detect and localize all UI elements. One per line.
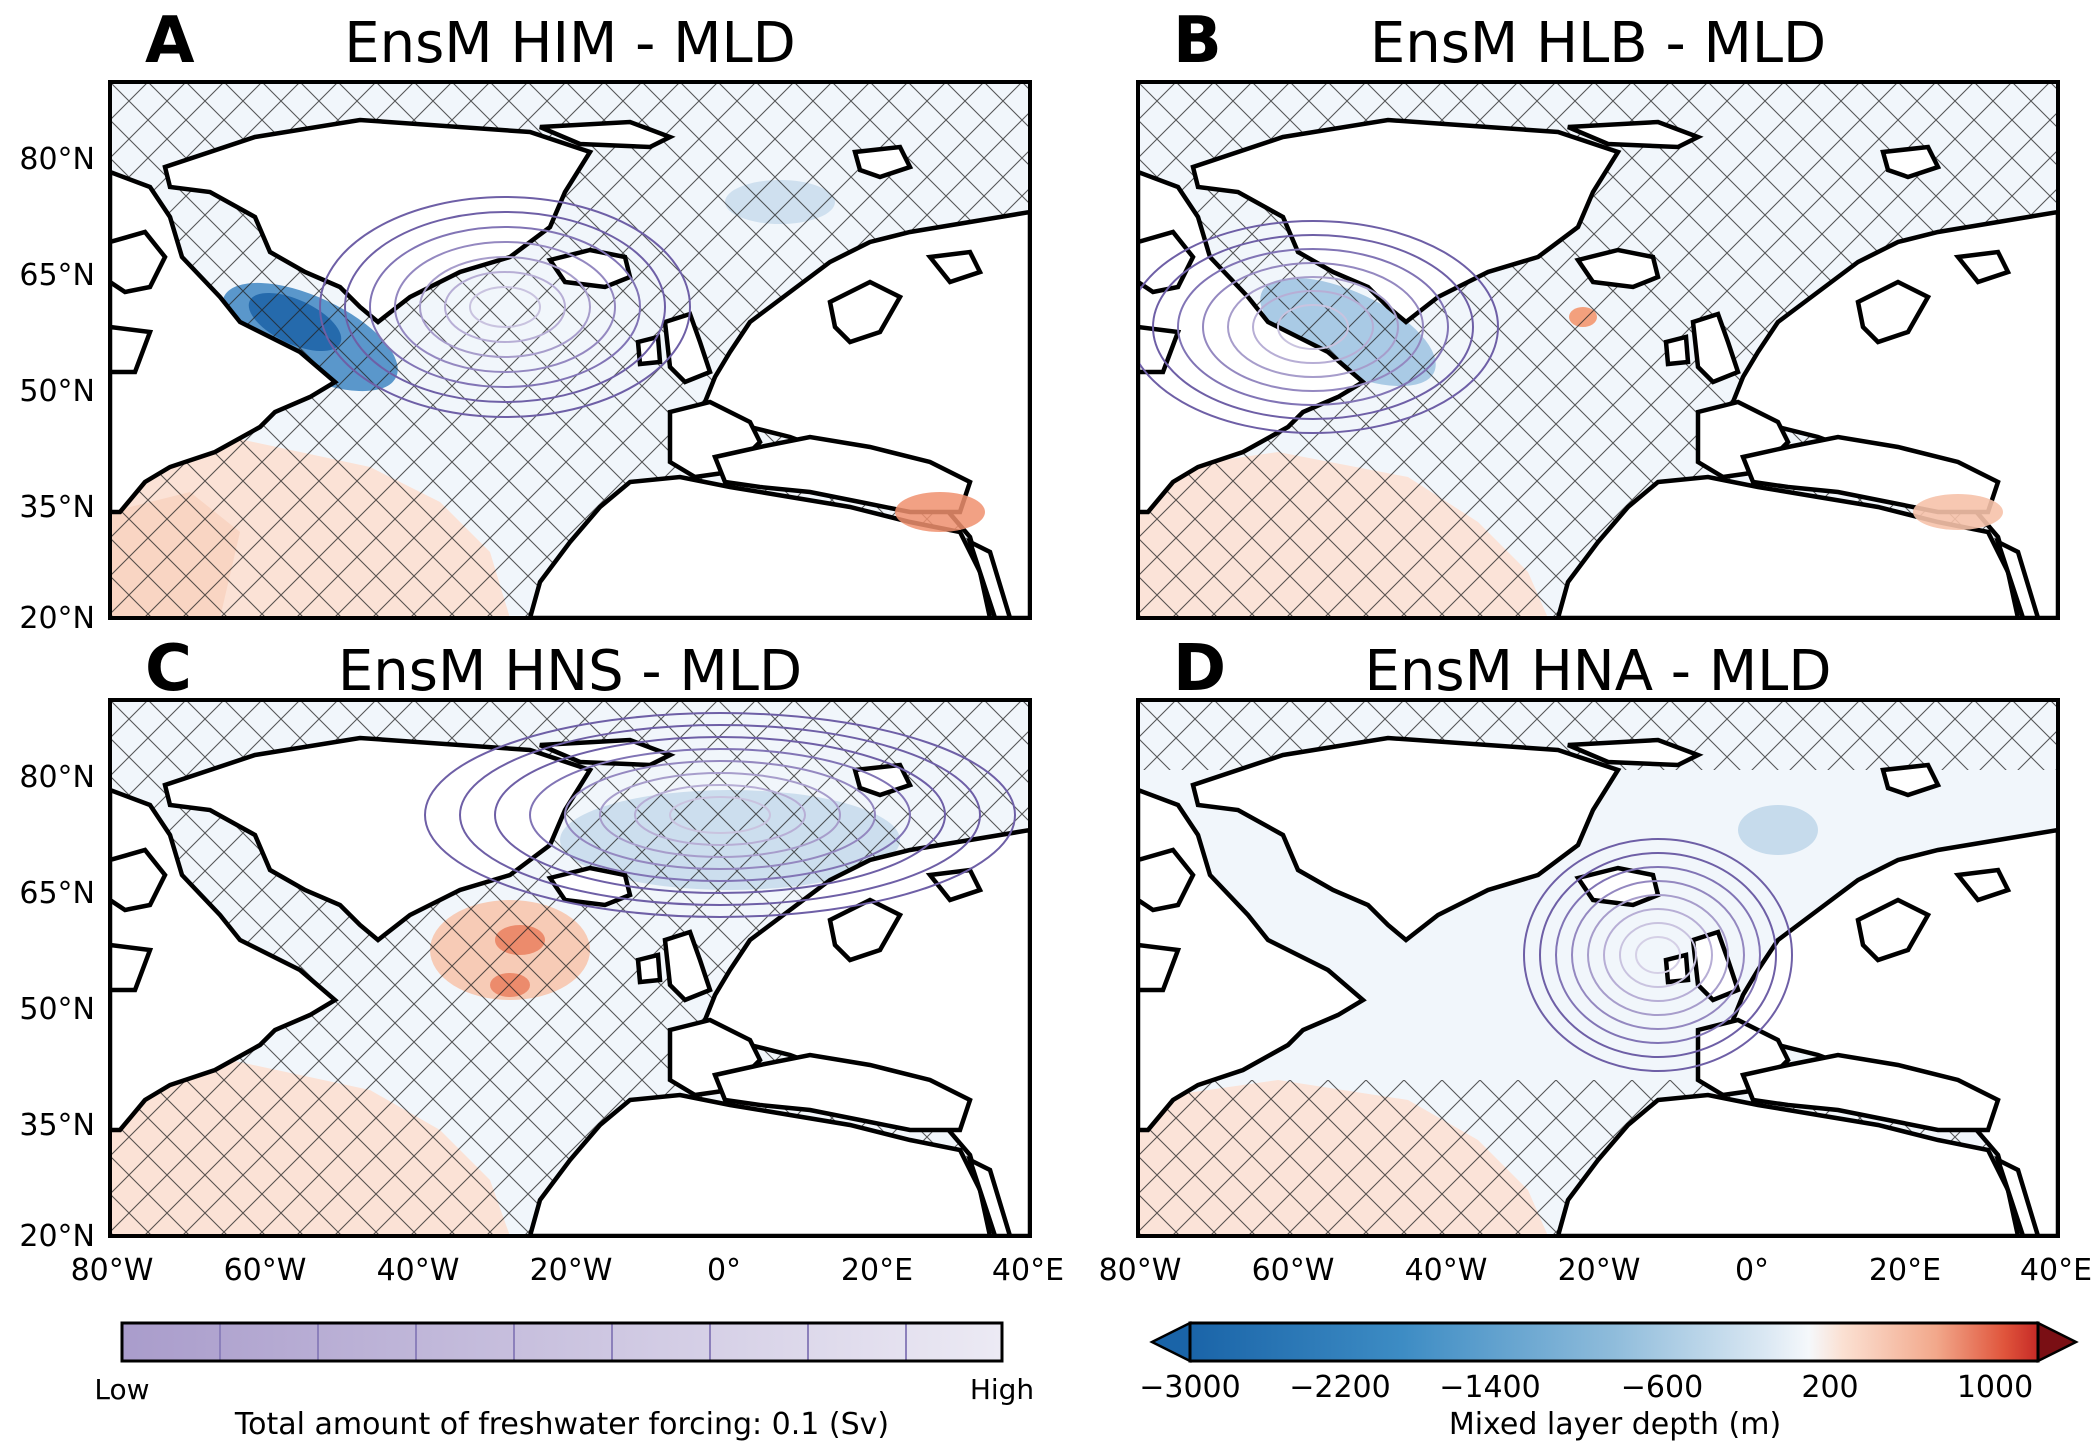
lon-axis-right: 80°W 60°W 40°W 20°W 0° 20°E 40°E [1099, 1253, 2092, 1288]
lon-label-20w-left: 20°W [530, 1253, 613, 1288]
panel-b-med-anomaly [1913, 494, 2003, 530]
panel-a-frame [108, 80, 1032, 620]
lon-label-20w-right: 20°W [1558, 1253, 1641, 1288]
panel-a-letter: A [145, 4, 195, 78]
lat-label-20n-bottom: 20°N [19, 1219, 95, 1254]
lon-axis-left: 80°W 60°W 40°W 20°W 0° 20°E 40°E [71, 1253, 1064, 1288]
forcing-colorbar-low: Low [94, 1373, 149, 1406]
mld-colorbar-right-arrow [2036, 1320, 2079, 1364]
forcing-colorbar-frame [120, 1321, 1004, 1363]
forcing-colorbar-label: Total amount of freshwater forcing: 0.1 … [234, 1407, 889, 1442]
mld-tick-200: 200 [1801, 1370, 1858, 1405]
panel-b-title: EnsM HLB - MLD [1370, 11, 1826, 76]
panel-d-nordic-negative [1738, 805, 1818, 855]
panel-a-forcing-contours [319, 196, 691, 418]
mld-colorbar-ticks: −3000 −2200 −1400 −600 200 1000 [1139, 1370, 2033, 1405]
panel-d: D EnsM HNA - MLD [1136, 632, 2060, 1238]
lat-label-65n-bottom: 65°N [19, 876, 95, 911]
panel-c-title: EnsM HNS - MLD [338, 639, 802, 704]
mld-colorbar-left-arrow [1149, 1320, 1192, 1364]
mld-tick-neg3000: −3000 [1139, 1370, 1240, 1405]
lon-label-20e-left: 20°E [841, 1253, 913, 1288]
lat-axis-bottom: 80°N 65°N 50°N 35°N 20°N [19, 760, 95, 1254]
forcing-colorbar-high: High [970, 1373, 1034, 1406]
panel-b-forcing-contours [1138, 220, 1499, 434]
lon-label-60w-right: 60°W [1252, 1253, 1335, 1288]
mld-colorbar-frame [1188, 1321, 2040, 1363]
lat-label-35n-top: 35°N [19, 490, 95, 525]
panel-a-med-anomaly [895, 492, 985, 532]
panel-c-frame [108, 698, 1032, 1238]
lat-label-80n-bottom: 80°N [19, 760, 95, 795]
panel-d-letter: D [1173, 632, 1226, 706]
lon-label-40w-left: 40°W [377, 1253, 460, 1288]
lat-label-50n-bottom: 50°N [19, 992, 95, 1027]
lon-label-0-right: 0° [1735, 1253, 1769, 1288]
panel-c-letter: C [145, 632, 192, 706]
lat-label-65n-top: 65°N [19, 258, 95, 293]
forcing-colorbar-dividers [219, 1323, 907, 1361]
lat-label-50n-top: 50°N [19, 374, 95, 409]
forcing-colorbar: Low High Total amount of freshwater forc… [94, 1321, 1034, 1442]
panel-b-frame [1136, 80, 2060, 620]
lat-axis-top: 80°N 65°N 50°N 35°N 20°N [19, 142, 95, 636]
panel-c-forcing-contours [424, 712, 1016, 918]
lon-label-0-left: 0° [707, 1253, 741, 1288]
panel-a: A EnsM HIM - MLD [108, 4, 1032, 620]
panel-d-forcing-contours [1523, 838, 1793, 1072]
mld-tick-1000: 1000 [1957, 1370, 2033, 1405]
lat-label-80n-top: 80°N [19, 142, 95, 177]
lon-label-40e-right: 40°E [2020, 1253, 2092, 1288]
forcing-colorbar-fill [122, 1323, 1002, 1361]
panel-a-title: EnsM HIM - MLD [344, 11, 796, 76]
panel-d-title: EnsM HNA - MLD [1365, 639, 1832, 704]
panel-b-letter: B [1173, 4, 1222, 78]
lat-label-35n-bottom: 35°N [19, 1108, 95, 1143]
mld-colorbar-label: Mixed layer depth (m) [1449, 1407, 1781, 1442]
mld-tick-neg2200: −2200 [1289, 1370, 1390, 1405]
lon-label-40e-left: 40°E [992, 1253, 1064, 1288]
lat-label-20n-top: 20°N [19, 601, 95, 636]
mld-colorbar: −3000 −2200 −1400 −600 200 1000 Mixed la… [1139, 1320, 2079, 1442]
panel-c: C EnsM HNS - MLD [108, 632, 1032, 1238]
panel-d-frame [1136, 698, 2060, 1238]
lon-label-80w-right: 80°W [1099, 1253, 1182, 1288]
mld-tick-neg600: −600 [1621, 1370, 1703, 1405]
mld-colorbar-fill [1190, 1323, 2038, 1361]
lon-label-80w-left: 80°W [71, 1253, 154, 1288]
lon-label-20e-right: 20°E [1869, 1253, 1941, 1288]
lon-label-60w-left: 60°W [224, 1253, 307, 1288]
lon-label-40w-right: 40°W [1405, 1253, 1488, 1288]
mld-tick-neg1400: −1400 [1439, 1370, 1540, 1405]
panel-b: B EnsM HLB - MLD [1136, 4, 2060, 620]
